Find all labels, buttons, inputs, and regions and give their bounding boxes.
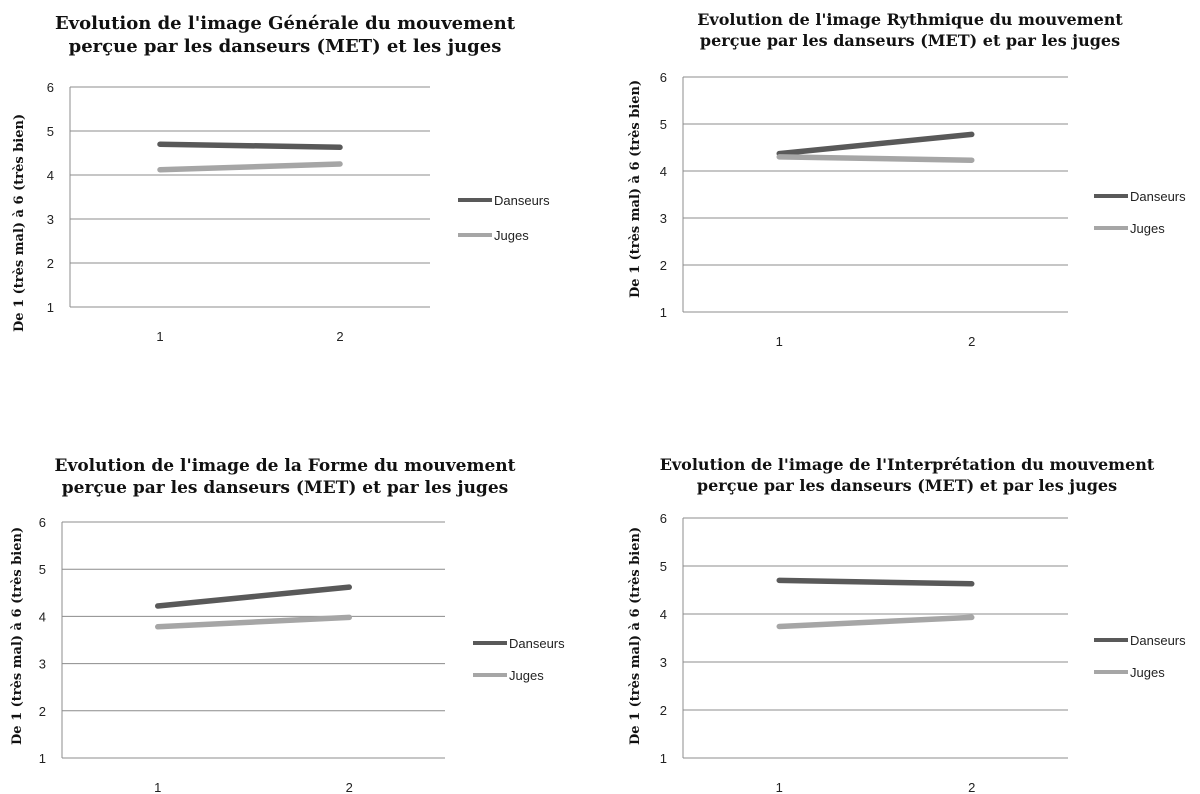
chart-plot: 1 2 3 4 5 6 1 2 Danseurs Juges — [47, 80, 550, 344]
chart-plot: 1 2 3 4 5 6 1 2 Danseurs Juges — [660, 70, 1186, 349]
y-tick-label: 6 — [47, 80, 54, 95]
y-tick-label: 5 — [660, 117, 667, 132]
y-tick-label: 3 — [47, 212, 54, 227]
y-axis-label: De 1 (très mal) à 6 (très bien) — [12, 113, 27, 332]
y-tick-label: 1 — [39, 751, 46, 766]
x-tick-label: 2 — [336, 329, 343, 344]
y-tick-label: 5 — [39, 562, 46, 577]
y-axis-label: De 1 (très mal) à 6 (très bien) — [628, 526, 643, 745]
legend-label-juges: Juges — [1130, 665, 1165, 680]
y-tick-label: 3 — [39, 657, 46, 672]
y-axis-label: De 1 (très mal) à 6 (très bien) — [628, 79, 643, 298]
y-tick-label: 2 — [39, 704, 46, 719]
x-tick-label: 2 — [968, 334, 975, 349]
series-line-juges — [155, 614, 352, 630]
y-tick-label: 6 — [39, 515, 46, 530]
chart-title-line-1: Evolution de l'image de l'Interprétation… — [659, 455, 1155, 474]
y-tick-label: 4 — [660, 164, 667, 179]
y-axis-label: De 1 (très mal) à 6 (très bien) — [10, 526, 25, 745]
y-tick-label: 5 — [660, 559, 667, 574]
legend-label-juges: Juges — [509, 668, 544, 683]
legend-label-juges: Juges — [1130, 221, 1165, 236]
chart-title: Evolution de l'image Générale du mouveme… — [20, 12, 550, 59]
y-tick-label: 5 — [47, 124, 54, 139]
chart-title-line-1: Evolution de l'image de la Forme du mouv… — [54, 456, 516, 476]
chart-title: Evolution de l'image Rythmique du mouvem… — [640, 10, 1180, 52]
chart-title: Evolution de l'image de l'Interprétation… — [632, 455, 1182, 497]
y-tick-label: 2 — [660, 703, 667, 718]
y-tick-label: 4 — [660, 607, 667, 622]
x-tick-label: 2 — [346, 780, 353, 794]
y-tick-label: 4 — [47, 168, 54, 183]
chart-title: Evolution de l'image de la Forme du mouv… — [20, 455, 550, 499]
y-tick-label: 4 — [39, 609, 46, 624]
series-line-juges — [776, 614, 975, 630]
y-tick-label: 3 — [660, 211, 667, 226]
chart-plot: 1 2 3 4 5 6 1 2 Danseurs Juges — [660, 511, 1186, 794]
y-tick-label: 1 — [47, 300, 54, 315]
x-tick-label: 1 — [776, 334, 783, 349]
chart-title-line-2: perçue par les danseurs (MET) et par les… — [696, 475, 1118, 495]
y-tick-label: 1 — [660, 751, 667, 766]
legend-label-danseurs: Danseurs — [509, 636, 565, 651]
x-tick-label: 1 — [154, 780, 161, 794]
chart-title-line-1: Evolution de l'image Rythmique du mouvem… — [697, 10, 1123, 29]
chart-title-line-2: perçue par les danseurs (MET) et les jug… — [68, 36, 502, 58]
legend-label-danseurs: Danseurs — [494, 193, 550, 208]
y-tick-label: 2 — [47, 256, 54, 271]
series-line-juges — [776, 154, 975, 163]
x-tick-label: 1 — [156, 329, 163, 344]
x-tick-label: 2 — [968, 780, 975, 794]
legend-label-danseurs: Danseurs — [1130, 633, 1186, 648]
series-line-danseurs — [155, 584, 352, 609]
series-line-danseurs — [776, 577, 975, 587]
x-tick-label: 1 — [776, 780, 783, 794]
y-tick-label: 2 — [660, 258, 667, 273]
chart-title-line-2: perçue par les danseurs (MET) et par les… — [699, 30, 1121, 50]
legend-label-juges: Juges — [494, 228, 529, 243]
series-line-danseurs — [157, 141, 343, 151]
series-line-danseurs — [776, 131, 975, 157]
chart-plot: 1 2 3 4 5 6 1 2 Danseurs Juges — [39, 515, 565, 794]
y-tick-label: 3 — [660, 655, 667, 670]
series-line-juges — [157, 161, 343, 173]
y-tick-label: 6 — [660, 70, 667, 85]
y-tick-label: 6 — [660, 511, 667, 526]
legend-label-danseurs: Danseurs — [1130, 189, 1186, 204]
chart-title-line-2: perçue par les danseurs (MET) et par les… — [61, 478, 509, 499]
y-tick-label: 1 — [660, 305, 667, 320]
chart-title-line-1: Evolution de l'image Générale du mouveme… — [54, 13, 516, 34]
